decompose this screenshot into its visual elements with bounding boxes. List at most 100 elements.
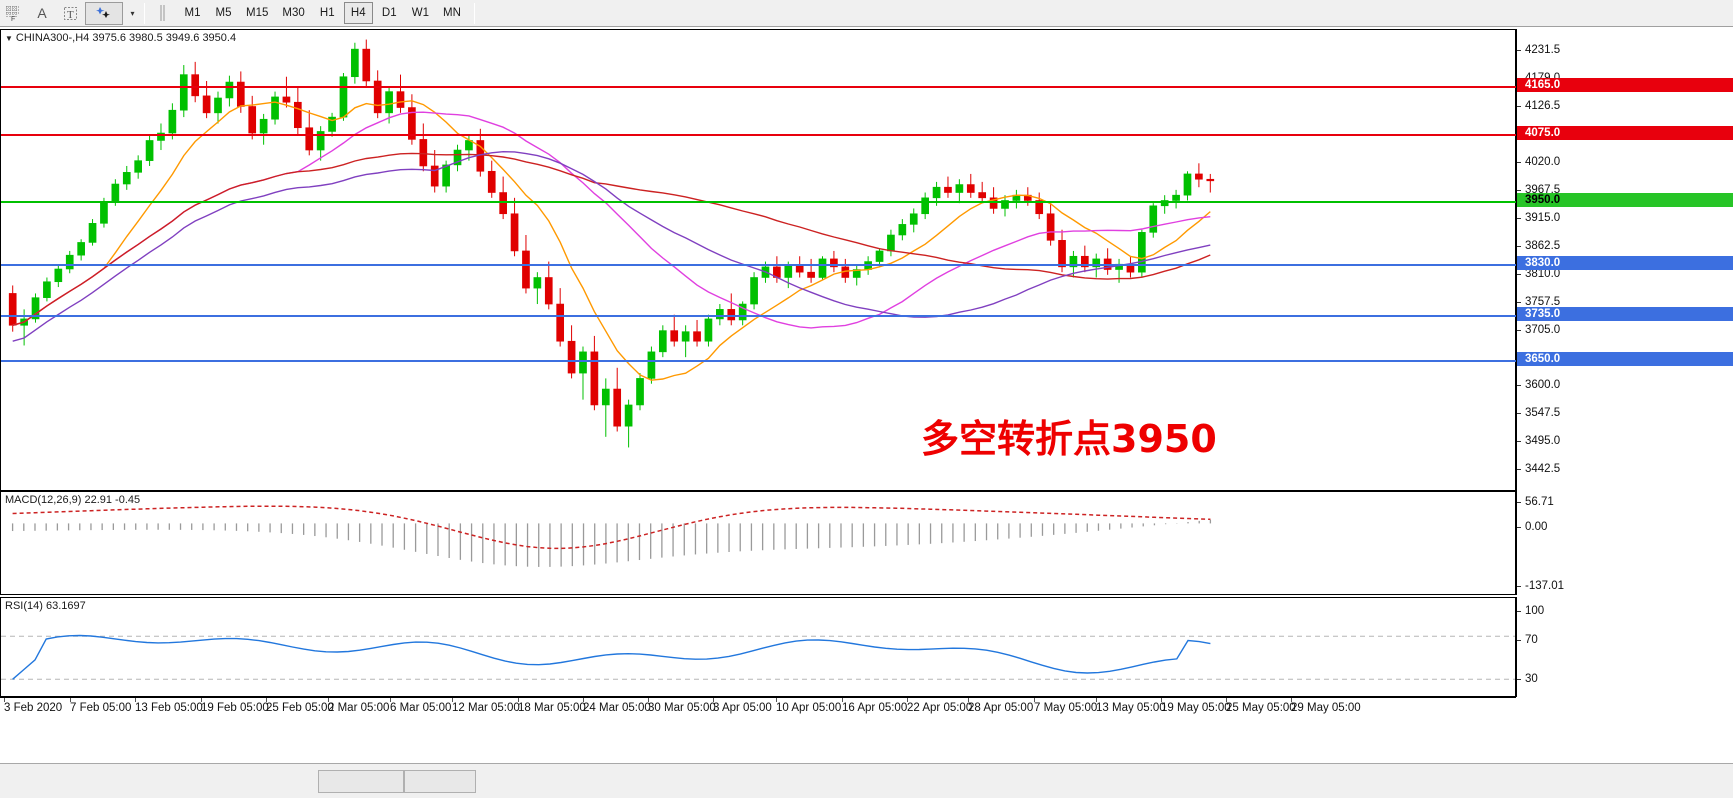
time-axis-label: 30 Mar 05:00 [648, 702, 716, 714]
price-tick-mark [1517, 245, 1521, 247]
price-tick-label: 3495.0 [1525, 435, 1561, 448]
grid-handle-icon[interactable] [150, 2, 176, 25]
time-axis-label: 24 Mar 05:00 [583, 702, 651, 714]
time-axis-tick [648, 698, 649, 702]
macd-scale[interactable]: 56.71 0.00 -137.01 [1516, 491, 1733, 595]
level-line-3650.0[interactable] [1, 359, 1517, 362]
price-tag-3830.0[interactable]: 3830.0 [1517, 256, 1733, 271]
price-tick-mark [1517, 273, 1521, 275]
scale-tick-mark [1517, 502, 1521, 504]
scale-tick-mark [1517, 640, 1521, 642]
status-segment-2 [404, 770, 476, 793]
price-tick-mark [1517, 301, 1521, 303]
rsi-scale[interactable]: 100 70 30 [1516, 597, 1733, 697]
level-line-3830.0[interactable] [1, 264, 1517, 267]
level-line-3950.0[interactable] [1, 200, 1517, 203]
level-line-3735.0[interactable] [1, 314, 1517, 317]
time-axis-tick [968, 698, 969, 702]
scale-tick-label: 70 [1525, 634, 1538, 647]
svg-text:F: F [11, 16, 15, 22]
time-axis-tick [452, 698, 453, 702]
price-tick-mark [1517, 413, 1521, 415]
price-plot-svg [8, 39, 1215, 448]
chart-area: ▼ CHINA300-,H4 3975.6 3980.5 3949.6 3950.… [0, 27, 1733, 798]
time-axis-label: 28 Apr 05:00 [968, 702, 1034, 714]
time-axis-tick [201, 698, 202, 702]
chart-header-text: CHINA300-,H4 3975.6 3980.5 3949.6 3950.4 [15, 32, 237, 44]
candlestick-series [8, 39, 1215, 448]
scale-tick-label: 30 [1525, 673, 1538, 686]
timeframe-w1[interactable]: W1 [411, 7, 429, 19]
timeframe-h1[interactable]: H1 [319, 7, 335, 19]
timeframe-m15[interactable]: M15 [246, 7, 269, 19]
time-axis-label: 25 Feb 05:00 [266, 702, 334, 714]
time-axis-tick [1034, 698, 1035, 702]
time-axis-label: 19 May 05:00 [1161, 702, 1231, 714]
time-axis-tick [518, 698, 519, 702]
time-axis-label: 19 Feb 05:00 [201, 702, 269, 714]
time-axis-label: 10 Apr 05:00 [776, 702, 842, 714]
time-axis-tick [776, 698, 777, 702]
ma-orange [12, 100, 1211, 381]
timeframe-m30[interactable]: M30 [282, 7, 305, 19]
chart-header-label: ▼ CHINA300-,H4 3975.6 3980.5 3949.6 3950.… [5, 32, 236, 44]
text-label-icon[interactable]: T [57, 2, 83, 25]
rsi-panel[interactable]: RSI(14) 63.1697 [0, 597, 1516, 697]
time-axis-tick [328, 698, 329, 702]
time-axis-label: 2 Mar 05:00 [328, 702, 390, 714]
time-axis-label: 29 May 05:00 [1291, 702, 1361, 714]
level-line-4165.0[interactable] [1, 86, 1517, 89]
price-tick-mark [1517, 105, 1521, 107]
price-tag-3650.0[interactable]: 3650.0 [1517, 351, 1733, 366]
price-tick-label: 3705.0 [1525, 323, 1561, 336]
time-axis-tick [713, 698, 714, 702]
price-tag-4165.0[interactable]: 4165.0 [1517, 78, 1733, 93]
timeframe-group: M1 M5 M15 M30 H1 H4 D1 W1 MN [177, 0, 468, 26]
scale-tick-mark [1517, 611, 1521, 612]
timeframe-m1[interactable]: M1 [184, 7, 201, 19]
timeframe-mn[interactable]: MN [443, 7, 461, 19]
price-tick-label: 3547.5 [1525, 407, 1561, 420]
toolbar-divider [144, 2, 145, 24]
price-tag-4075.0[interactable]: 4075.0 [1517, 126, 1733, 141]
time-axis-tick [842, 698, 843, 702]
macd-signal-line [12, 505, 1211, 550]
time-axis-tick [390, 698, 391, 702]
price-tag-3950.0[interactable]: 3950.0 [1517, 192, 1733, 207]
price-scale[interactable]: 4231.54179.04126.54020.03967.53915.03862… [1516, 29, 1733, 491]
time-axis-label: 12 Mar 05:00 [452, 702, 520, 714]
macd-histogram [11, 519, 1212, 567]
price-tick-mark [1517, 329, 1521, 331]
rsi-plot-svg [1, 634, 1515, 680]
price-tick-label: 4231.5 [1525, 44, 1561, 56]
time-axis-tick [70, 698, 71, 702]
time-axis[interactable]: 3 Feb 2020 7 Feb 05:00 13 Feb 05:00 19 Feb … [0, 697, 1516, 719]
price-tick-label: 3810.0 [1525, 267, 1561, 280]
time-axis-label: 25 May 05:00 [1226, 702, 1296, 714]
timeframe-d1[interactable]: D1 [381, 7, 397, 19]
main-toolbar: F A T ▾ [0, 0, 1733, 27]
time-axis-label: 13 May 05:00 [1096, 702, 1166, 714]
time-axis-label: 18 Mar 05:00 [518, 702, 586, 714]
time-axis-label: 22 Apr 05:00 [907, 702, 973, 714]
level-line-4075.0[interactable] [1, 134, 1517, 137]
chart-annotation-text[interactable]: 多空转折点3950 [921, 417, 1217, 461]
macd-plot-svg [11, 505, 1212, 567]
crosshair-f-icon[interactable]: F [1, 2, 27, 25]
price-tick-label: 3757.5 [1525, 295, 1561, 308]
price-tick-mark [1517, 50, 1521, 51]
price-panel[interactable]: ▼ CHINA300-,H4 3975.6 3980.5 3949.6 3950.… [0, 29, 1517, 491]
objects-icon[interactable] [85, 1, 123, 25]
time-axis-label: 7 Feb 05:00 [70, 702, 132, 714]
svg-text:T: T [67, 9, 74, 21]
macd-label: MACD(12,26,9) 22.91 -0.45 [5, 494, 141, 506]
time-axis-tick [583, 698, 584, 702]
price-tag-3735.0[interactable]: 3735.0 [1517, 306, 1733, 321]
text-a-icon[interactable]: A [37, 5, 47, 21]
timeframe-h4[interactable]: H4 [343, 2, 373, 24]
chart-collapse-arrow-icon[interactable]: ▼ [5, 34, 13, 43]
timeframe-m5[interactable]: M5 [215, 7, 232, 19]
macd-panel[interactable]: MACD(12,26,9) 22.91 -0.45 [0, 491, 1516, 595]
status-segment-1 [318, 770, 404, 793]
objects-dropdown-caret-icon[interactable]: ▾ [130, 8, 135, 18]
